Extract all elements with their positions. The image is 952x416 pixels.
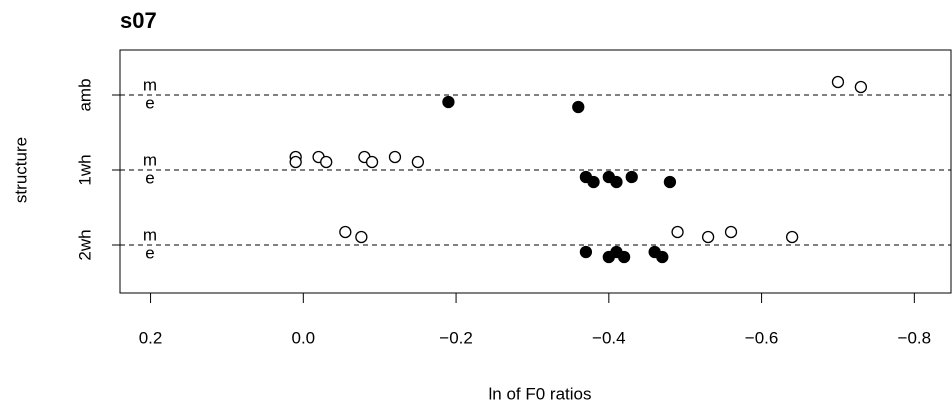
data-point [656,250,669,264]
group-label: m [143,150,157,169]
x-tick-label: 0.0 [291,328,315,347]
data-point [411,155,425,169]
data-point [701,230,715,244]
data-point [355,230,368,244]
data-point [442,95,455,109]
data-point [663,175,677,189]
data-point [289,155,302,169]
data-point [579,245,593,259]
data-point [831,75,845,89]
x-tick-label: 0.2 [139,328,163,347]
y-tick-label: 1wh [75,154,94,185]
x-tick-label: −0.4 [592,328,626,347]
group-label: m [143,75,157,94]
y-axis-label: structure [11,137,30,203]
group-label: e [145,93,154,112]
group-label: e [145,243,154,262]
data-point [587,175,600,189]
data-point [785,230,799,244]
data-point [854,80,868,94]
data-point [388,150,402,164]
data-point [572,100,585,114]
x-tick-label: −0.2 [439,328,473,347]
data-point [610,175,623,189]
x-tick-label: −0.6 [745,328,779,347]
data-point [724,225,738,239]
group-label: e [145,168,154,187]
data-point [625,170,638,184]
chart-title: s07 [120,8,157,33]
x-tick-label: −0.8 [898,328,932,347]
y-tick-label: 2wh [75,229,94,260]
data-point [671,225,684,239]
data-point [339,225,352,239]
y-tick-label: amb [75,78,94,111]
x-axis-label: ln of F0 ratios [489,384,592,403]
plot-frame [119,49,952,294]
group-label: m [143,225,157,244]
data-point [320,155,333,169]
data-point [365,155,379,169]
data-point [617,250,631,264]
